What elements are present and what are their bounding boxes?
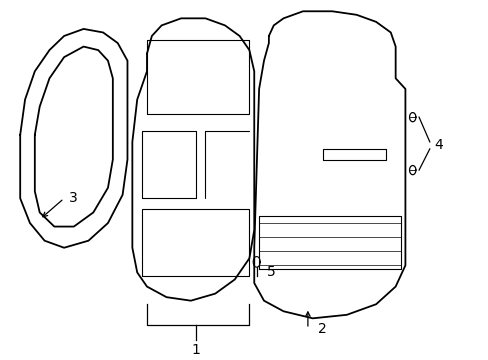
Text: 1: 1 xyxy=(191,343,200,357)
Text: 2: 2 xyxy=(317,322,325,336)
Text: 5: 5 xyxy=(266,265,275,279)
Text: 3: 3 xyxy=(69,191,78,205)
Text: 4: 4 xyxy=(434,138,443,152)
